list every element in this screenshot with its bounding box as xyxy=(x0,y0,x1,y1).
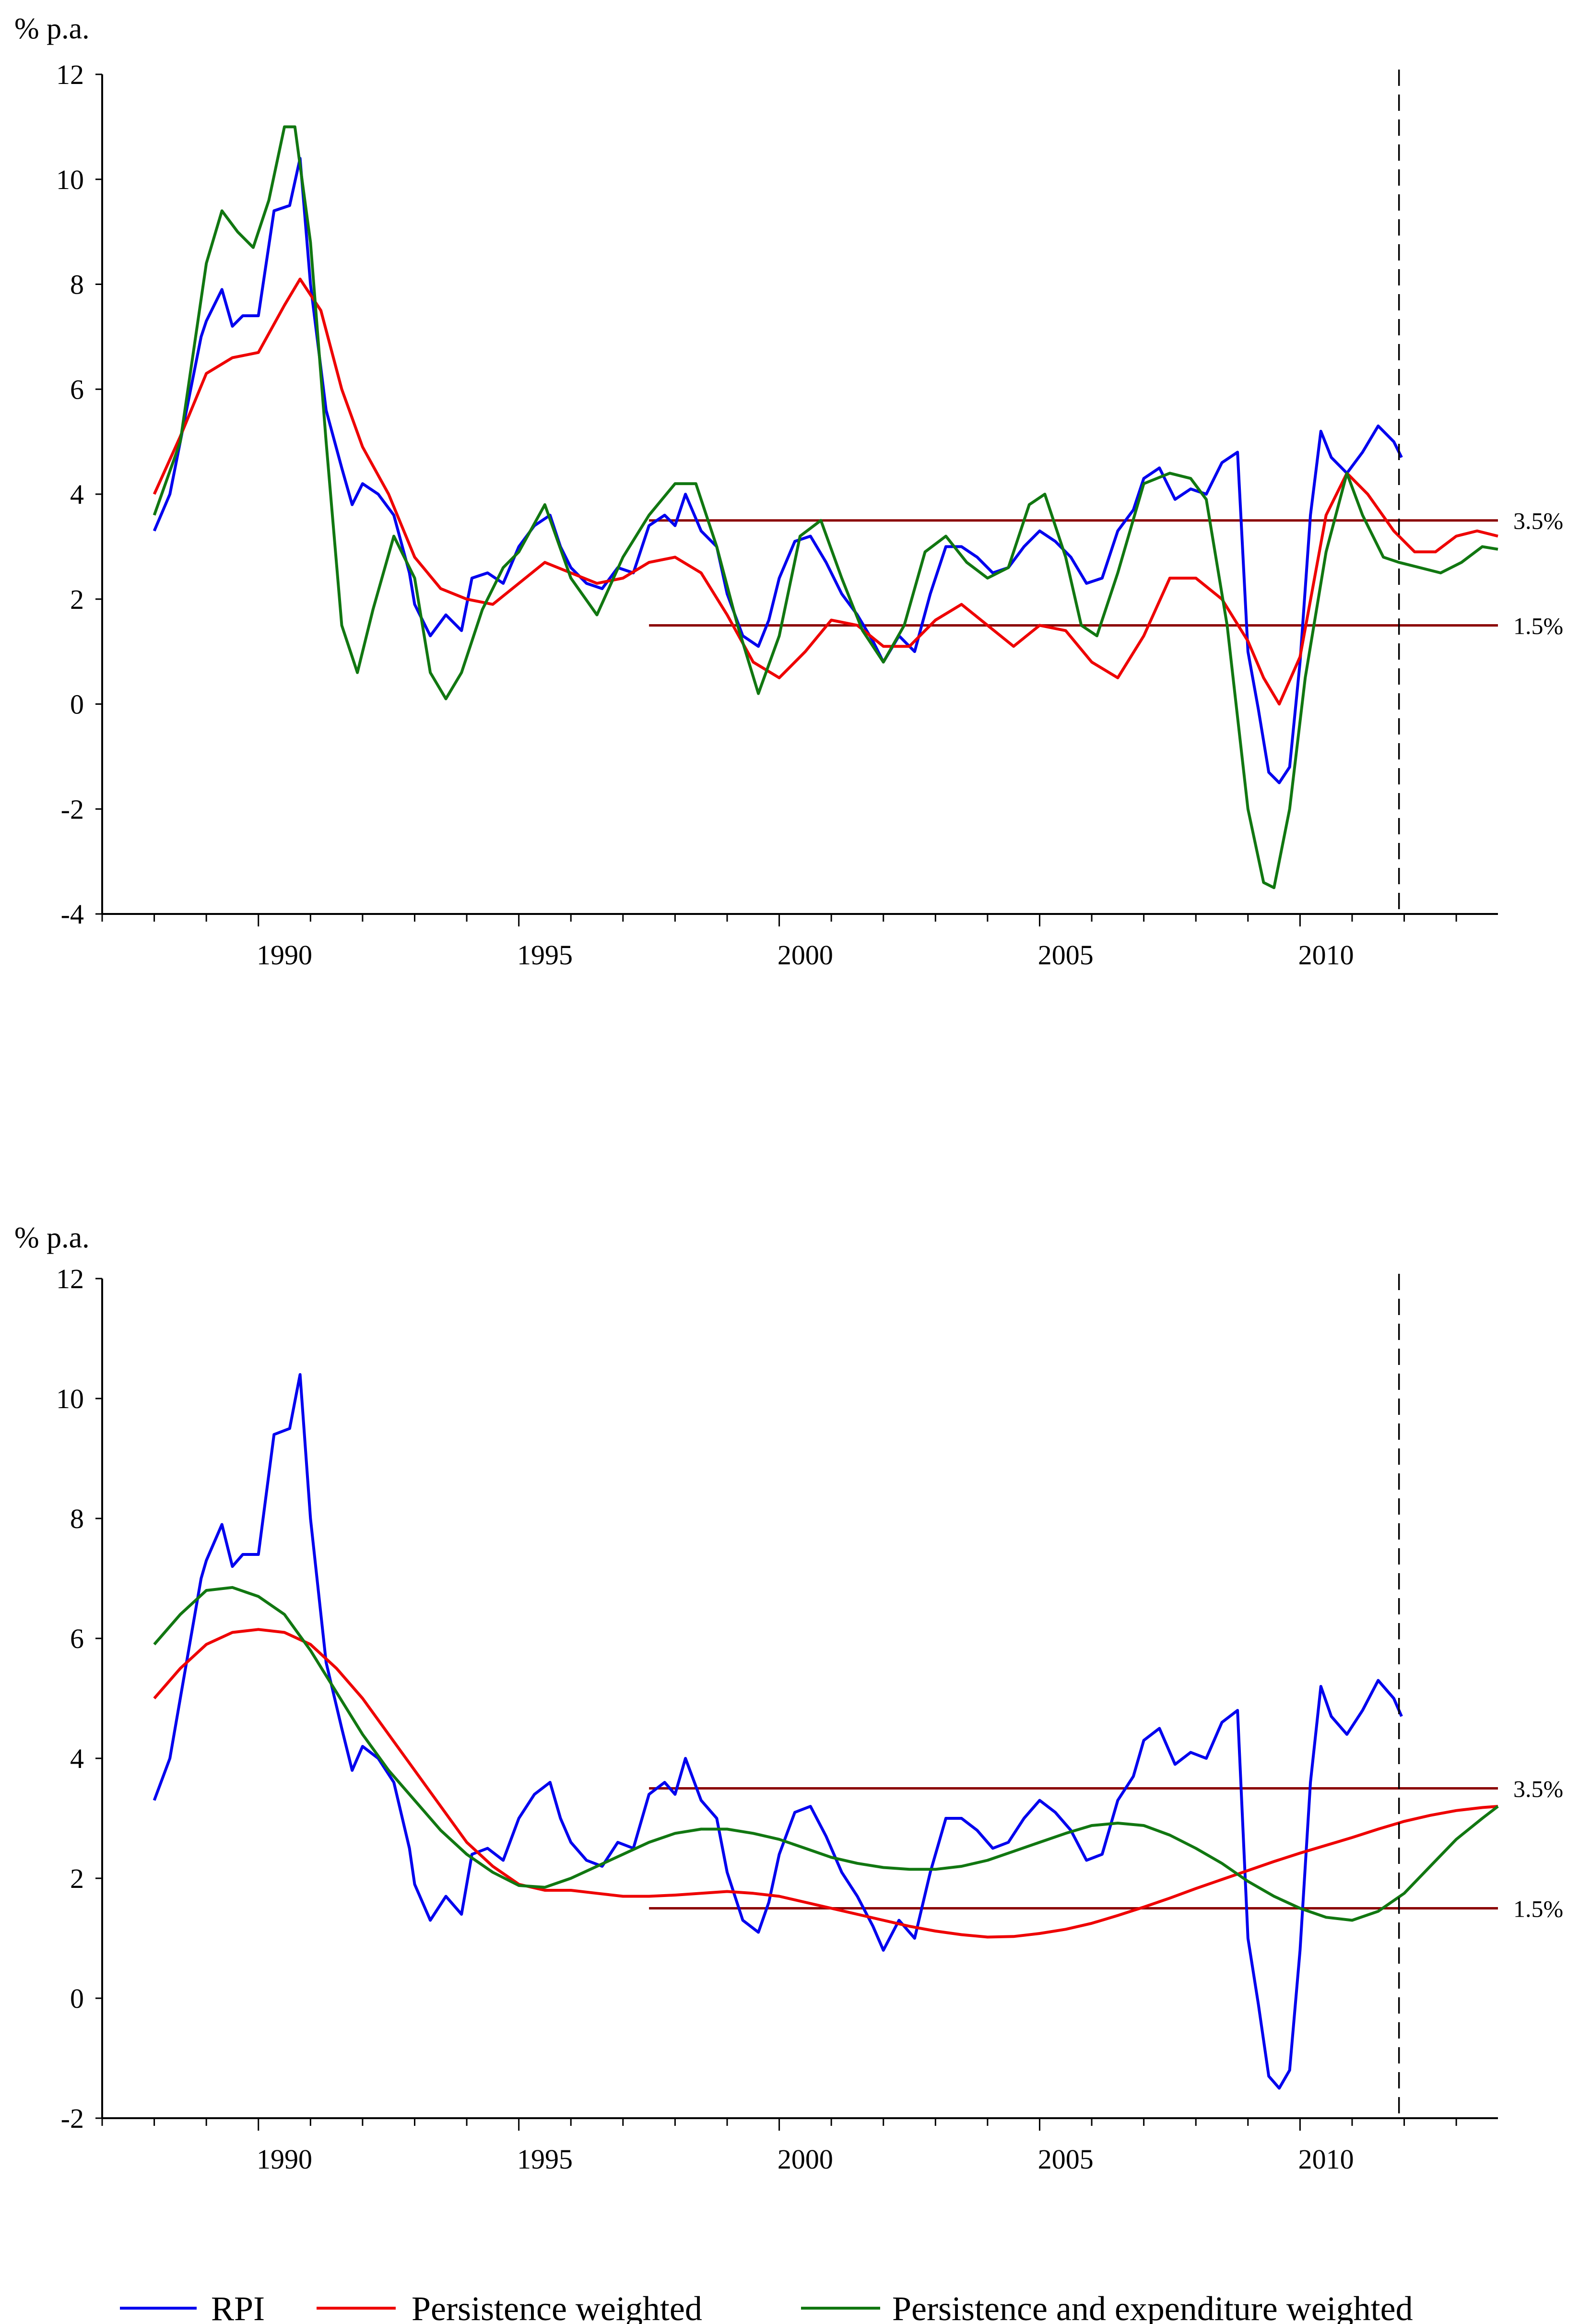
band-label: 3.5% xyxy=(1513,508,1563,534)
legend-label-rpi: RPI xyxy=(211,2289,265,2324)
chart-panel-bottom: % p.a. -2 0 2 4 6 8 10 12 1990 1995 2000 2005 2010 3.… xyxy=(14,1221,1563,2175)
series-line-persistence-and-expenditure-weighted xyxy=(153,125,1498,889)
y-tick-label: 4 xyxy=(70,1743,84,1774)
y-tick-label: 8 xyxy=(70,1503,84,1534)
series-line-persistence-weighted xyxy=(153,1628,1498,1939)
x-tick-label: 1990 xyxy=(257,2144,312,2175)
x-tick-label: 2010 xyxy=(1298,939,1354,971)
series-line-persistence-weighted xyxy=(153,277,1498,706)
y-tick-label: 0 xyxy=(70,1983,84,2014)
y-tick-label: 6 xyxy=(70,374,84,405)
band-label: 1.5% xyxy=(1513,1896,1563,1922)
y-tick-label: 4 xyxy=(70,479,84,510)
x-tick-label: 1995 xyxy=(517,939,573,971)
y-tick-label: 8 xyxy=(70,269,84,300)
y-tick-label: 12 xyxy=(56,1263,84,1294)
x-tick-label: 2000 xyxy=(778,939,833,971)
y-tick-label: 0 xyxy=(70,689,84,720)
legend-label-persistence-weighted: Persistence weighted xyxy=(412,2289,702,2324)
series-line-rpi xyxy=(153,1373,1403,2090)
y-tick-label: 10 xyxy=(56,164,84,195)
x-tick-label: 2005 xyxy=(1038,2144,1094,2175)
y-tick-label: -2 xyxy=(61,2103,84,2134)
band-label: 1.5% xyxy=(1513,612,1563,639)
legend-label-persistence-expenditure-weighted: Persistence and expenditure weighted xyxy=(892,2289,1413,2324)
series-line-rpi xyxy=(153,157,1403,784)
x-tick-label: 1995 xyxy=(517,2144,573,2175)
y-tick-label: 10 xyxy=(56,1383,84,1414)
y-tick-label: 2 xyxy=(70,1863,84,1894)
x-tick-label: 2010 xyxy=(1298,2144,1354,2175)
x-tick-label: 2000 xyxy=(778,2144,833,2175)
y-tick-label: -2 xyxy=(61,794,84,825)
y-tick-label: 6 xyxy=(70,1623,84,1654)
y-tick-label: 12 xyxy=(56,59,84,90)
series-line-persistence-and-expenditure-weighted xyxy=(153,1586,1499,1922)
legend: RPI Persistence weighted Persistence and… xyxy=(120,2289,1413,2324)
y-axis-unit-label: % p.a. xyxy=(14,1221,90,1254)
y-tick-label: -4 xyxy=(61,899,84,930)
x-tick-label: 1990 xyxy=(257,939,312,971)
y-axis-unit-label: % p.a. xyxy=(14,12,90,45)
chart-panel-top: % p.a. -4 -2 0 2 4 6 8 10 12 1990 1995 2000 2005 2010… xyxy=(14,12,1563,971)
band-label: 3.5% xyxy=(1513,1776,1563,1802)
y-tick-label: 2 xyxy=(70,584,84,615)
x-tick-label: 2005 xyxy=(1038,939,1094,971)
